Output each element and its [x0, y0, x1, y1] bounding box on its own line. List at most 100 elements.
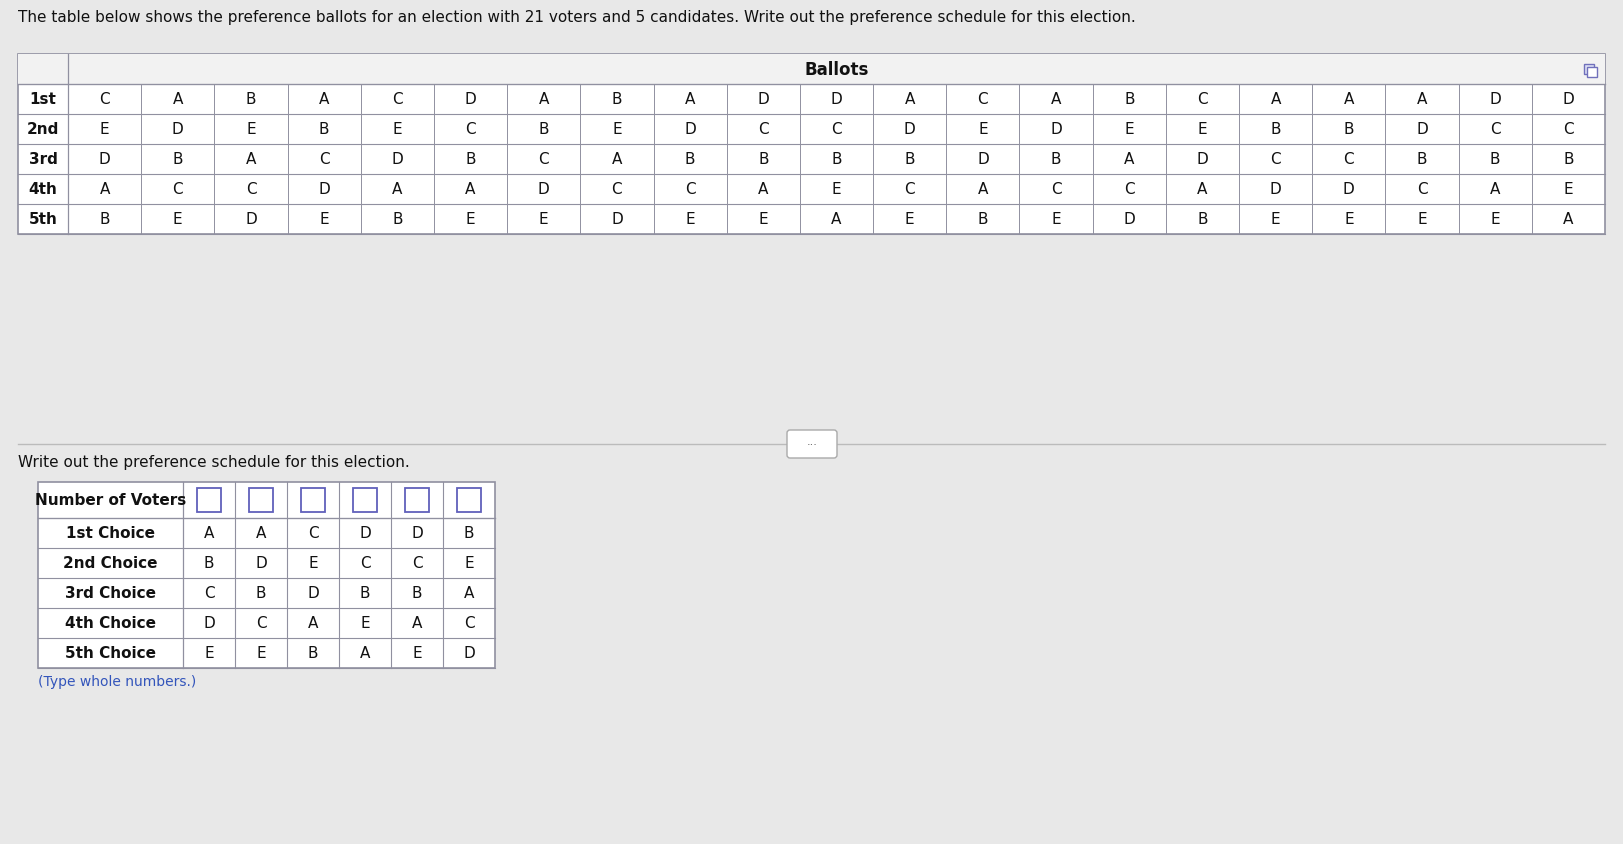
Text: Write out the preference schedule for this election.: Write out the preference schedule for th…: [18, 454, 409, 469]
Text: C: C: [1198, 92, 1208, 107]
Text: B: B: [245, 92, 256, 107]
Text: ···: ···: [807, 440, 818, 450]
Text: A: A: [539, 92, 549, 107]
Text: B: B: [685, 152, 695, 167]
Text: C: C: [904, 182, 915, 197]
Text: A: A: [612, 152, 622, 167]
Text: A: A: [393, 182, 403, 197]
Text: B: B: [1050, 152, 1061, 167]
Text: B: B: [612, 92, 622, 107]
Text: D: D: [1196, 152, 1209, 167]
Text: E: E: [393, 122, 403, 138]
Bar: [458, 489, 480, 512]
Text: A: A: [1490, 182, 1500, 197]
Text: E: E: [308, 556, 318, 571]
Text: A: A: [904, 92, 915, 107]
Text: D: D: [685, 122, 696, 138]
Text: E: E: [174, 212, 183, 227]
Text: E: E: [539, 212, 549, 227]
Text: D: D: [391, 152, 403, 167]
Text: A: A: [831, 212, 842, 227]
Text: D: D: [1417, 122, 1428, 138]
Text: C: C: [977, 92, 988, 107]
Text: B: B: [1125, 92, 1134, 107]
Text: E: E: [1490, 212, 1500, 227]
Text: C: C: [1563, 122, 1574, 138]
Text: A: A: [1198, 182, 1208, 197]
Text: C: C: [412, 556, 422, 571]
Text: A: A: [360, 646, 370, 661]
Text: A: A: [99, 182, 110, 197]
Text: D: D: [359, 526, 372, 541]
Text: A: A: [320, 92, 329, 107]
Text: D: D: [1269, 182, 1282, 197]
Text: B: B: [412, 586, 422, 601]
Text: E: E: [464, 556, 474, 571]
Text: A: A: [1344, 92, 1354, 107]
Text: D: D: [203, 616, 214, 630]
Bar: [1584, 65, 1594, 75]
Text: (Type whole numbers.): (Type whole numbers.): [37, 674, 196, 688]
Text: E: E: [758, 212, 768, 227]
Text: 5th Choice: 5th Choice: [65, 646, 156, 661]
Text: D: D: [1050, 122, 1061, 138]
Text: E: E: [906, 212, 914, 227]
Bar: [18, 55, 1605, 85]
Text: C: C: [245, 182, 256, 197]
Text: C: C: [1417, 182, 1427, 197]
Text: B: B: [318, 122, 329, 138]
Bar: [1587, 68, 1597, 78]
Text: D: D: [172, 122, 183, 138]
Text: 4th Choice: 4th Choice: [65, 616, 156, 630]
Text: D: D: [255, 556, 266, 571]
Text: D: D: [831, 92, 842, 107]
Text: A: A: [412, 616, 422, 630]
Text: A: A: [172, 92, 183, 107]
Text: Number of Voters: Number of Voters: [34, 493, 187, 508]
Text: C: C: [466, 122, 476, 138]
Text: B: B: [1344, 122, 1354, 138]
Text: D: D: [463, 646, 476, 661]
Text: E: E: [1417, 212, 1427, 227]
Text: A: A: [977, 182, 988, 197]
Text: E: E: [204, 646, 214, 661]
Text: D: D: [977, 152, 988, 167]
Text: E: E: [247, 122, 256, 138]
Text: A: A: [466, 182, 476, 197]
Text: C: C: [172, 182, 183, 197]
Text: B: B: [204, 556, 214, 571]
Text: B: B: [1490, 152, 1501, 167]
Text: D: D: [1123, 212, 1134, 227]
Text: E: E: [256, 646, 266, 661]
Bar: [352, 489, 377, 512]
Text: C: C: [464, 616, 474, 630]
Text: 3rd: 3rd: [29, 152, 57, 167]
Text: 2nd Choice: 2nd Choice: [63, 556, 157, 571]
Text: D: D: [411, 526, 424, 541]
Text: A: A: [758, 182, 769, 197]
Text: C: C: [318, 152, 329, 167]
Text: Ballots: Ballots: [805, 61, 868, 78]
Text: E: E: [1125, 122, 1134, 138]
Text: E: E: [320, 212, 329, 227]
Text: B: B: [360, 586, 370, 601]
Text: D: D: [1342, 182, 1355, 197]
Text: E: E: [831, 182, 841, 197]
Text: E: E: [360, 616, 370, 630]
Text: C: C: [360, 556, 370, 571]
Text: A: A: [1125, 152, 1134, 167]
Text: D: D: [1563, 92, 1574, 107]
Text: 5th: 5th: [29, 212, 57, 227]
Text: B: B: [99, 212, 110, 227]
Text: C: C: [204, 586, 214, 601]
Text: The table below shows the preference ballots for an election with 21 voters and : The table below shows the preference bal…: [18, 10, 1136, 25]
Text: C: C: [1490, 122, 1501, 138]
Text: A: A: [1050, 92, 1061, 107]
Text: C: C: [1125, 182, 1134, 197]
Text: E: E: [612, 122, 622, 138]
Text: E: E: [412, 646, 422, 661]
Text: A: A: [1417, 92, 1427, 107]
Text: E: E: [1344, 212, 1354, 227]
Text: 3rd Choice: 3rd Choice: [65, 586, 156, 601]
Text: 2nd: 2nd: [28, 122, 58, 138]
